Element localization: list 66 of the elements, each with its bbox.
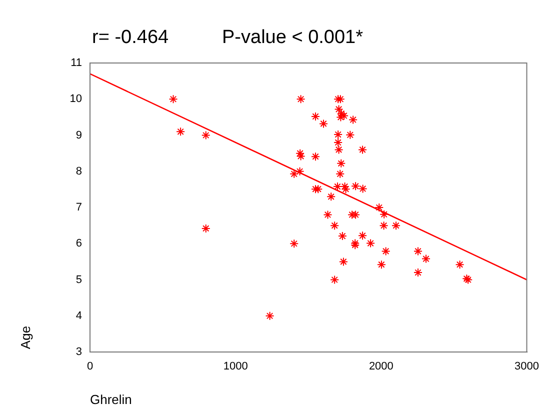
point	[358, 145, 368, 154]
chart-title: r= -0.464	[92, 27, 169, 49]
point	[311, 152, 320, 162]
point	[295, 166, 304, 176]
point	[358, 231, 368, 240]
point	[334, 94, 343, 104]
x-axis-title: Ghrelin	[90, 392, 132, 407]
point	[414, 246, 423, 256]
point	[350, 238, 360, 248]
point	[296, 94, 306, 104]
x-tick-label: 2000	[368, 360, 394, 373]
point	[348, 115, 358, 124]
point	[265, 311, 274, 320]
point	[350, 240, 360, 250]
point	[168, 94, 178, 104]
point	[381, 246, 390, 256]
point	[455, 260, 464, 270]
point	[176, 127, 186, 136]
point	[336, 169, 345, 178]
y-tick-label: 9	[76, 129, 82, 142]
point	[340, 111, 349, 120]
point	[422, 254, 431, 264]
x-tick-label: 1000	[223, 360, 248, 373]
point	[334, 145, 344, 154]
point	[376, 260, 386, 270]
point	[336, 94, 345, 104]
point	[414, 268, 423, 278]
point	[392, 221, 401, 230]
x-tick-label: 0	[86, 360, 94, 373]
point	[358, 184, 368, 194]
point	[338, 232, 347, 241]
point	[323, 210, 332, 220]
point	[201, 130, 210, 140]
point	[338, 257, 348, 266]
point	[201, 224, 210, 233]
point	[336, 112, 346, 122]
point	[290, 239, 299, 248]
point	[366, 238, 376, 248]
y-tick-label: 10	[70, 93, 82, 106]
point	[311, 184, 320, 194]
point	[319, 119, 328, 128]
point	[314, 184, 323, 194]
y-tick-label: 3	[76, 346, 82, 358]
point	[330, 275, 340, 284]
y-axis-title: Age	[18, 326, 34, 350]
x-tick-label: 3000	[514, 360, 540, 373]
y-tick-label: 8	[76, 165, 82, 178]
point	[326, 192, 336, 202]
point	[351, 182, 360, 191]
point	[380, 210, 389, 219]
y-tick-label: 4	[76, 310, 82, 322]
y-tick-label: 7	[76, 202, 82, 214]
point	[379, 221, 388, 230]
point	[336, 158, 346, 168]
point	[374, 203, 384, 212]
point	[346, 130, 355, 140]
point	[311, 112, 320, 121]
chart-subtitle: P-value < 0.001*	[222, 27, 364, 49]
point	[341, 184, 350, 194]
point	[334, 130, 343, 140]
point	[330, 221, 340, 230]
point	[334, 138, 343, 147]
point	[296, 152, 306, 161]
y-tick-label: 6	[76, 238, 82, 250]
y-tick-label: 11	[70, 57, 82, 70]
y-tick-label: 5	[76, 274, 82, 286]
